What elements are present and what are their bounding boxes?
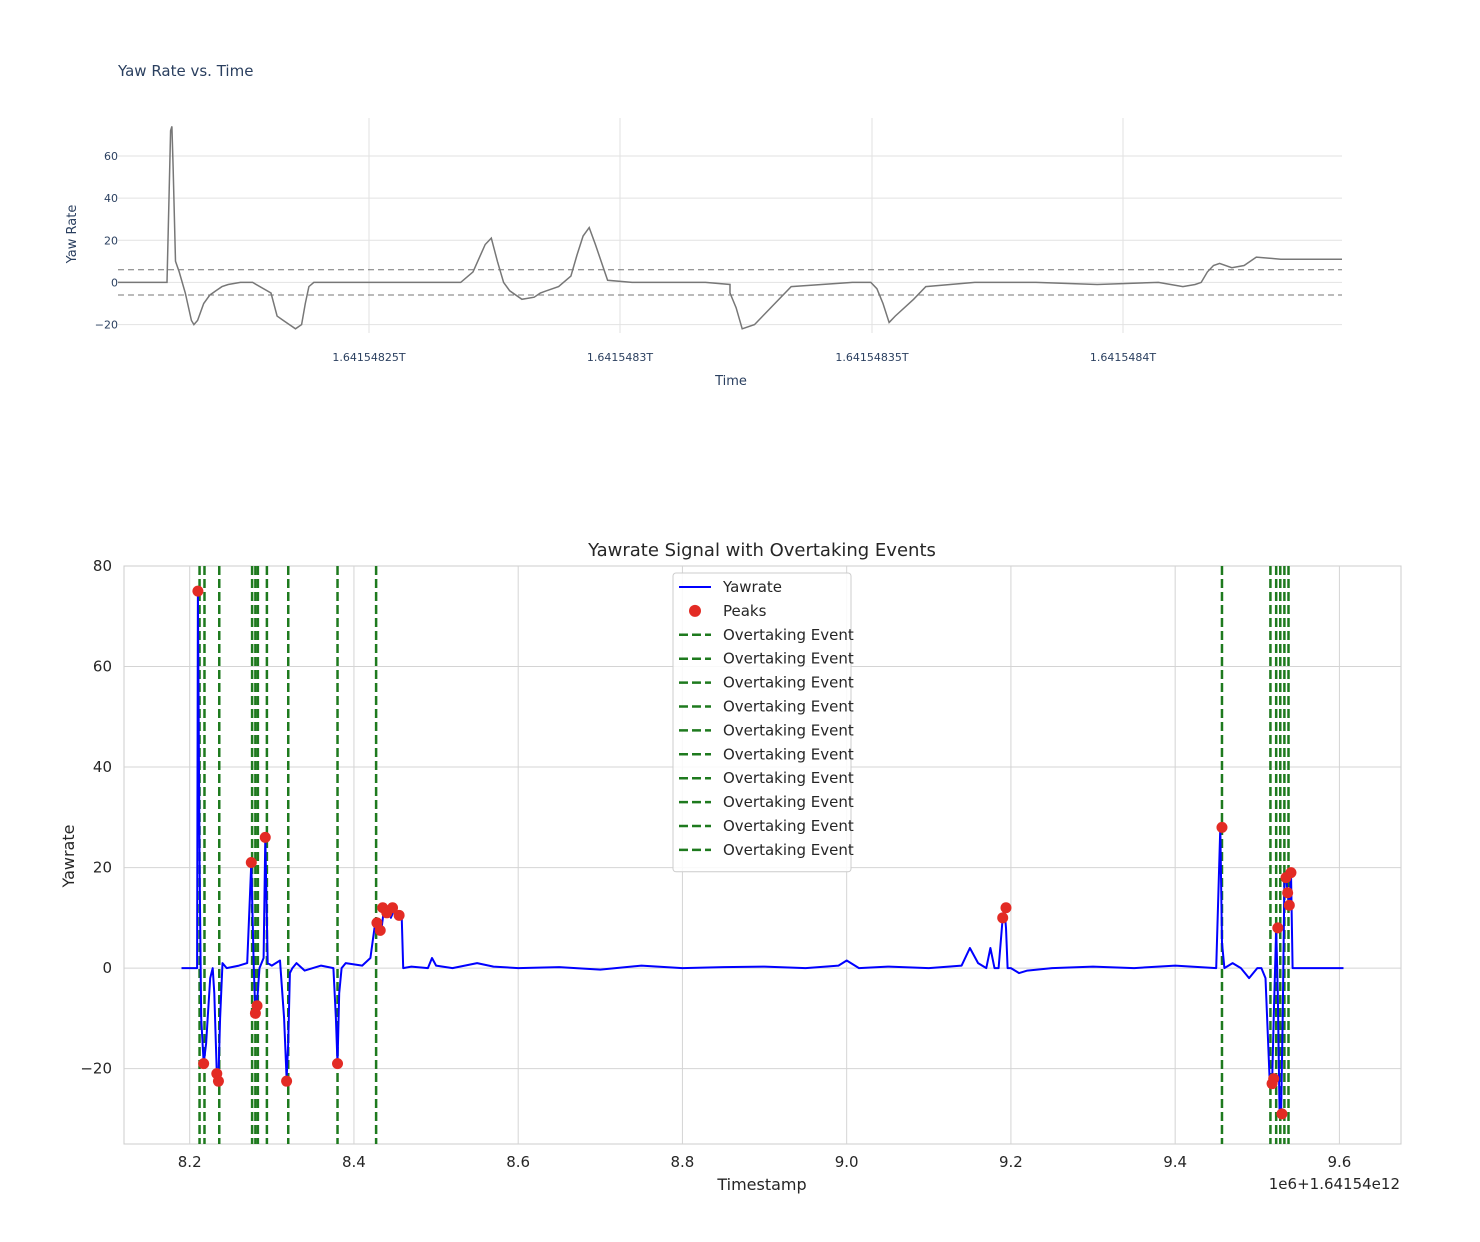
main-y-tick-label: −20 [80,1060,112,1078]
peak-marker [393,909,405,921]
peak-marker [381,907,393,919]
main-x-tick-label: 8.6 [506,1153,530,1171]
main-y-tick-label: 80 [93,557,112,575]
peak-marker [1216,821,1228,833]
main-x-tick-label: 8.2 [178,1153,202,1171]
legend-peaks-swatch [689,604,701,617]
main-y-tick-label: 60 [93,658,112,676]
legend-entry-label: Overtaking Event [723,817,854,835]
main-y-tick-label: 20 [93,859,112,877]
peak-marker [1000,902,1012,914]
top-x-tick-label: 1.6415483T [587,351,653,364]
main-x-tick-label: 9.4 [1163,1153,1187,1171]
main-x-tick-label: 9.0 [835,1153,859,1171]
top-y-tick-label: 20 [104,234,118,247]
peak-marker [1282,887,1294,899]
legend-entry-label: Overtaking Event [723,769,854,787]
peak-marker [249,1007,261,1019]
legend-entry-label: Overtaking Event [723,721,854,739]
peak-marker [198,1058,210,1070]
legend-entry-label: Overtaking Event [723,674,854,692]
plot-area [123,565,1402,1145]
peak-marker [332,1058,344,1070]
peak-marker [1272,922,1284,934]
peak-marker [377,902,389,914]
peak-marker [1276,1108,1288,1120]
yawrate-line [181,590,1344,1115]
legend-box [672,572,852,873]
top-x-axis-label: Time [714,374,747,389]
main-x-tick-label: 9.6 [1327,1153,1351,1171]
peak-marker [211,1068,223,1080]
peak-marker [1268,1073,1280,1085]
top-y-tick-labels: −20 0 20 40 60 [95,150,118,332]
main-chart-grid [124,566,1401,1144]
top-chart-grid [118,118,1342,333]
top-y-tick-label: 0 [111,276,118,289]
main-x-tick-label: 8.8 [671,1153,695,1171]
main-y-tick-label: 0 [102,959,112,977]
legend-entry-label: Overtaking Event [723,698,854,716]
main-chart-title: Yawrate Signal with Overtaking Events [587,540,936,561]
legend-entry-label: Overtaking Event [723,841,854,859]
top-y-tick-label: −20 [95,319,118,332]
peak-marker [251,1000,263,1012]
peak-marker [212,1075,224,1087]
peak-marker [281,1075,293,1087]
peak-marker [1280,872,1292,884]
peak-marker [1285,867,1297,879]
legend: Yawrate Peaks Overtaking Event Overtaking E… [672,572,854,873]
peak-marker [1283,899,1295,911]
main-x-tick-label: 9.2 [999,1153,1023,1171]
main-y-tick-labels: −20 0 20 40 60 80 [80,557,112,1078]
peak-marker [259,831,271,843]
top-x-tick-labels: 1.64154825T 1.6415483T 1.64154835T 1.641548… [332,351,1156,364]
top-chart-title: Yaw Rate vs. Time [117,62,253,80]
top-threshold-lines [118,269,1342,296]
top-y-tick-label: 40 [104,192,118,205]
main-y-tick-label: 40 [93,758,112,776]
main-x-tick-labels: 8.2 8.4 8.6 8.8 9.0 9.2 9.4 9.6 [178,1153,1352,1171]
peak-marker [997,912,1009,924]
main-x-tick-label: 8.4 [342,1153,366,1171]
legend-entry-label: Peaks [723,602,767,620]
peak-marker [374,924,386,936]
main-y-axis-label: Yawrate [59,825,78,889]
x-offset-label: 1e6+1.64154e12 [1269,1175,1400,1193]
top-x-tick-label: 1.64154825T [332,351,405,364]
top-y-tick-label: 60 [104,150,118,163]
yawrate-series [181,590,1344,1115]
legend-entry-label: Overtaking Event [723,745,854,763]
top-yaw-rate-series [118,126,1342,330]
top-yaw-rate-line [118,126,1342,330]
legend-entry-label: Yawrate [722,578,782,596]
peak-marker [1266,1078,1278,1090]
legend-entry-label: Overtaking Event [723,793,854,811]
peak-marker [245,857,257,869]
legend-entry-label: Overtaking Event [723,626,854,644]
main-x-axis-label: Timestamp [716,1175,806,1194]
peak-marker [192,585,204,597]
peak-marker [371,917,383,929]
top-y-axis-label: Yaw Rate [65,205,80,265]
yaw-rate-vs-time-chart: Yaw Rate vs. Time −20 0 20 40 60 1.64154825T… [65,62,1342,389]
peak-marker [387,902,399,914]
peak-markers [192,585,1297,1120]
legend-entry-label: Overtaking Event [723,650,854,668]
top-x-tick-label: 1.64154835T [835,351,908,364]
top-x-tick-label: 1.6415484T [1090,351,1156,364]
overtaking-event-lines [198,566,1290,1144]
